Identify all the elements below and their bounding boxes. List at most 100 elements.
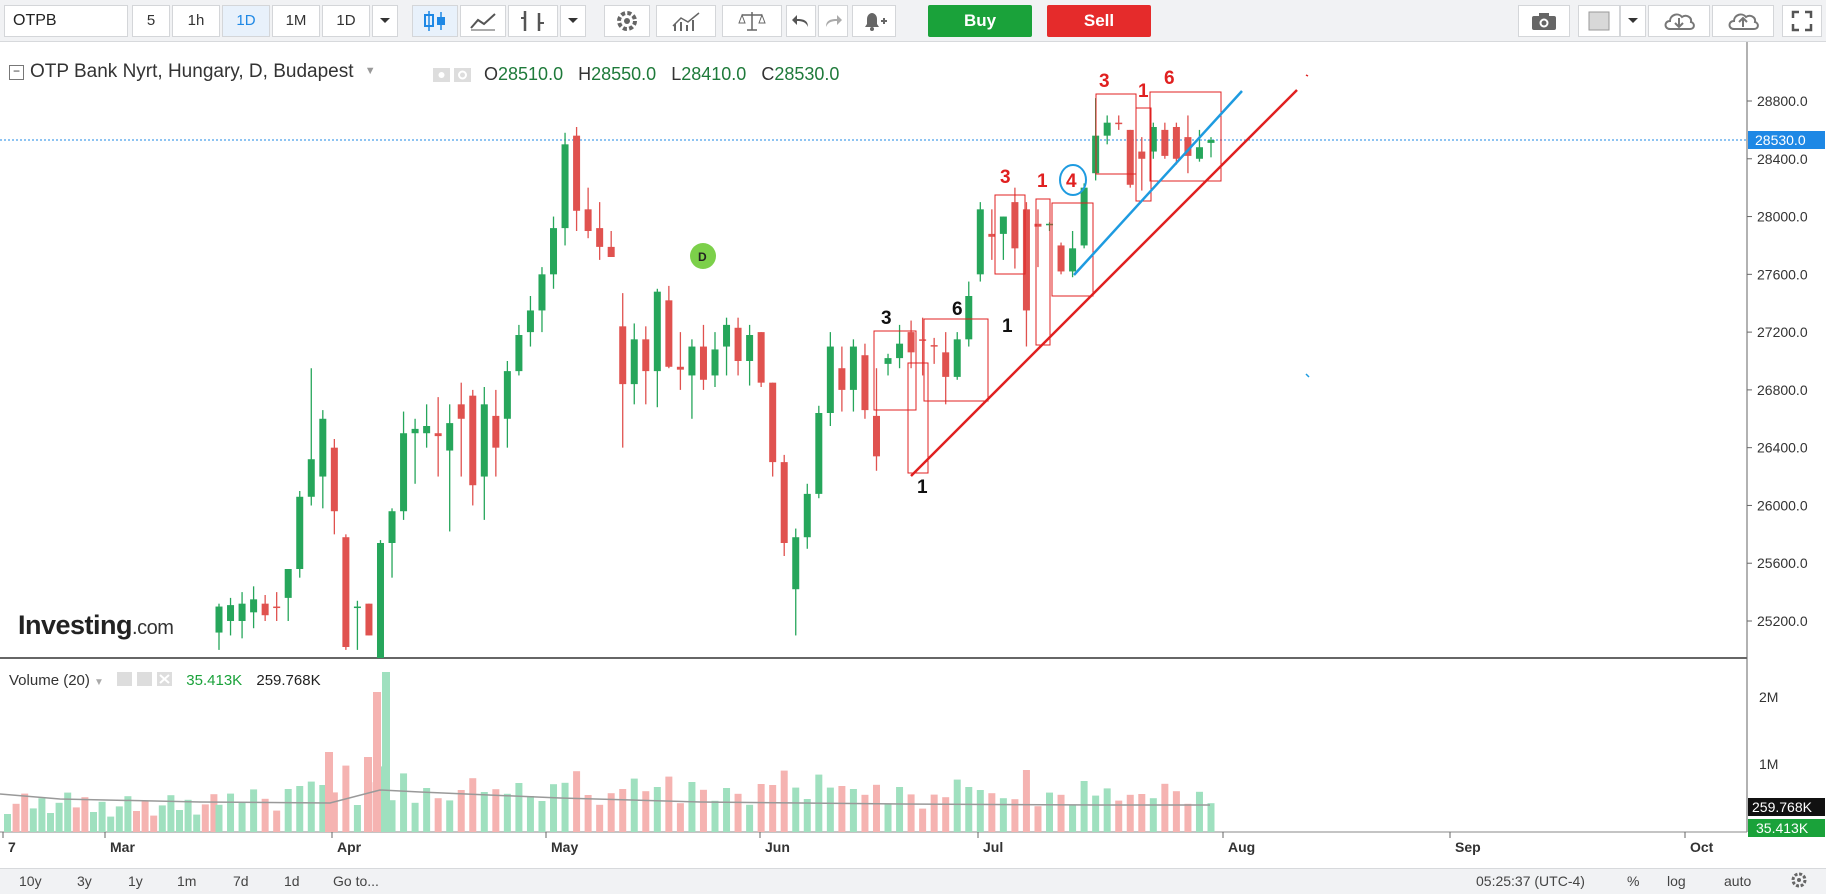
volume-bar [201, 804, 209, 832]
interval-1d-button[interactable]: 1D [222, 5, 270, 37]
candle-body [930, 345, 938, 347]
candle-body [1195, 147, 1203, 159]
volume-tick-label: 1M [1759, 756, 1778, 772]
low-label: L [671, 64, 682, 84]
undo-button[interactable] [786, 5, 816, 37]
volume-bar [411, 802, 419, 832]
color-dropdown-button[interactable] [1620, 5, 1646, 37]
cloud-upload-button[interactable] [1712, 5, 1774, 37]
y-tick-label: 26400.0 [1757, 440, 1808, 456]
pattern-box [873, 330, 917, 411]
legend-collapse-icon[interactable]: − [9, 65, 24, 80]
volume-bar [38, 798, 46, 832]
range-10y-button[interactable]: 10y [19, 873, 42, 889]
volume-bar [55, 802, 63, 832]
volume-bar [642, 791, 650, 832]
volume-bar [780, 770, 788, 832]
volume-bar [1103, 788, 1111, 832]
candle-body [711, 349, 719, 376]
pattern-box [1135, 107, 1152, 202]
candle-body [872, 415, 880, 457]
chevron-down-icon [1628, 18, 1638, 23]
goto-button[interactable]: Go to... [333, 873, 379, 889]
volume-bar [1057, 794, 1065, 832]
annotation-label: 3 [1099, 71, 1110, 92]
volume-bar [64, 792, 72, 832]
volume-bar [227, 793, 235, 832]
volume-bar [1080, 781, 1088, 832]
volume-dropdown-icon[interactable]: ▼ [94, 677, 104, 688]
low-value: 28410.0 [681, 64, 747, 84]
log-toggle[interactable]: log [1667, 873, 1686, 889]
candle-body [861, 355, 869, 411]
candle-body [215, 606, 223, 633]
volume-legend: Volume (20) ▼ 35.413K 259.768K [9, 671, 321, 691]
auto-toggle[interactable]: auto [1724, 873, 1752, 889]
interval-1d-alt-button[interactable]: 1D [322, 5, 370, 37]
color-picker-button[interactable] [1578, 5, 1620, 37]
range-1d-button[interactable]: 1d [284, 873, 300, 889]
title-dropdown-icon[interactable]: ▼ [364, 65, 376, 77]
annotation-label: 1 [917, 477, 928, 498]
line-style-button[interactable] [460, 5, 506, 37]
chart-title: OTP Bank Nyrt, Hungary, D, Budapest [30, 61, 354, 82]
candle-body [988, 233, 996, 237]
volume-bar [12, 803, 20, 832]
interval-1h-button[interactable]: 1h [172, 5, 220, 37]
interval-1m-button[interactable]: 1M [272, 5, 320, 37]
screenshot-button[interactable] [1518, 5, 1570, 37]
candle-body [457, 404, 465, 419]
volume-bar [607, 793, 615, 832]
volume-ma-tag-label: 259.768K [1752, 799, 1813, 815]
volume-bar [133, 811, 140, 832]
sell-button[interactable]: Sell [1047, 5, 1151, 37]
volume-bar [1115, 800, 1123, 832]
candle-body [630, 339, 638, 385]
range-7d-button[interactable]: 7d [233, 873, 249, 889]
legend-tools [432, 66, 476, 89]
bell-plus-icon [865, 13, 887, 31]
gear-icon[interactable] [454, 68, 471, 82]
interval-5-button[interactable]: 5 [132, 5, 170, 37]
volume-bar [107, 816, 115, 832]
settings-button[interactable] [604, 5, 650, 37]
y-tick-label: 25200.0 [1757, 613, 1808, 629]
trend-line-blue [1073, 90, 1243, 276]
settings-gear-button[interactable] [1790, 871, 1808, 892]
studies-button[interactable] [656, 5, 716, 37]
ohlc-readout: O28510.0 H28550.0 L28410.0 C28530.0 [484, 64, 839, 85]
indicators-dropdown-button[interactable] [560, 5, 586, 37]
volume-current-tag [1748, 819, 1825, 837]
range-1m-button[interactable]: 1m [177, 873, 197, 889]
chevron-down-icon [568, 18, 578, 23]
candle-body [1207, 140, 1215, 143]
candle-body [1126, 129, 1134, 185]
percent-toggle[interactable]: % [1627, 873, 1640, 889]
cloud-download-button[interactable] [1648, 5, 1710, 37]
indicators-button[interactable] [508, 5, 558, 37]
price-chart[interactable]: 25200.0 25600.0 26000.0 26400.0 26800.0 27200… [0, 42, 1826, 868]
eye-icon[interactable] [117, 672, 133, 686]
candle-body [803, 493, 811, 538]
range-3y-button[interactable]: 3y [77, 873, 92, 889]
range-1y-button[interactable]: 1y [128, 873, 143, 889]
compare-button[interactable] [722, 5, 782, 37]
buy-button[interactable]: Buy [928, 5, 1032, 37]
volume-bar [382, 672, 390, 832]
volume-bar [965, 787, 973, 832]
volume-bar [723, 788, 731, 832]
interval-dropdown-button[interactable] [372, 5, 398, 37]
gear-icon[interactable] [137, 672, 153, 686]
y-tick-label: 27200.0 [1757, 324, 1808, 340]
volume-ma-tag [1748, 798, 1825, 816]
chevron-down-icon [380, 18, 390, 23]
chart-legend: − OTP Bank Nyrt, Hungary, D, Budapest ▼ [9, 61, 376, 83]
x-tick-label: Apr [337, 839, 362, 855]
annotation-label: 3 [1000, 167, 1011, 188]
redo-button[interactable] [818, 5, 848, 37]
fullscreen-button[interactable] [1782, 5, 1822, 37]
symbol-search-input[interactable]: OTPB [4, 5, 128, 37]
candles-style-button[interactable] [412, 5, 458, 37]
volume-bar [665, 776, 673, 832]
alert-button[interactable] [852, 5, 896, 37]
